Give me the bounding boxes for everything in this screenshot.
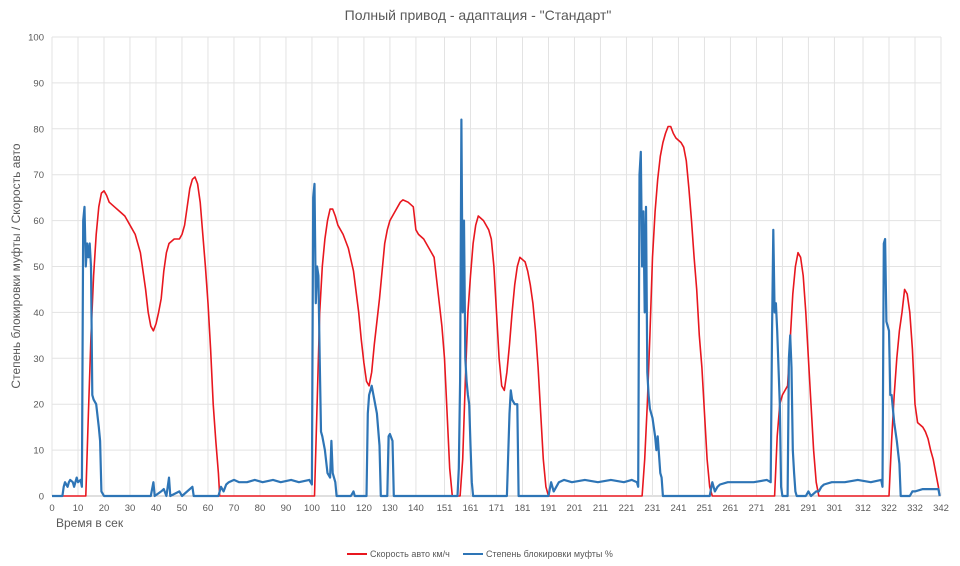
x-axis-ticks: 0 10 20 30 40 50 60 70 80 90 100 110 120 130 140 151 161… [49, 503, 949, 514]
x-tick-label: 20 [99, 503, 110, 514]
x-tick-label: 50 [177, 503, 188, 514]
y-tick-label: 90 [33, 78, 44, 89]
y-tick-label: 40 [33, 308, 44, 319]
y-tick-label: 0 [39, 492, 44, 503]
y-tick-label: 30 [33, 354, 44, 365]
x-tick-label: 332 [907, 503, 923, 514]
x-tick-label: 30 [125, 503, 136, 514]
x-tick-label: 312 [855, 503, 871, 514]
y-tick-label: 50 [33, 262, 44, 273]
x-tick-label: 301 [826, 503, 842, 514]
x-tick-label: 130 [382, 503, 398, 514]
x-tick-label: 261 [723, 503, 739, 514]
x-tick-label: 100 [304, 503, 320, 514]
x-tick-label: 201 [567, 503, 583, 514]
x-tick-label: 271 [749, 503, 765, 514]
series-line-1 [52, 118, 941, 498]
y-tick-label: 20 [33, 400, 44, 411]
x-tick-label: 90 [281, 503, 292, 514]
x-tick-label: 161 [463, 503, 479, 514]
x-tick-label: 221 [619, 503, 635, 514]
x-tick-label: 80 [255, 503, 266, 514]
x-tick-label: 181 [515, 503, 531, 514]
grid [51, 36, 942, 497]
x-tick-label: 231 [645, 503, 661, 514]
x-tick-label: 251 [697, 503, 713, 514]
x-tick-label: 110 [330, 503, 345, 514]
x-tick-label: 281 [775, 503, 791, 514]
x-tick-label: 0 [49, 503, 54, 514]
y-tick-label: 70 [33, 170, 44, 181]
chart-title: Полный привод - адаптация - "Стандарт" [345, 7, 612, 23]
x-tick-label: 60 [203, 503, 214, 514]
y-axis-label: Степень блокировки муфты / Скорость авто [9, 143, 23, 388]
x-tick-label: 342 [933, 503, 949, 514]
x-tick-label: 151 [437, 503, 453, 514]
x-tick-label: 171 [489, 503, 505, 514]
x-tick-label: 10 [73, 503, 84, 514]
legend-label-1: Степень блокировки муфты % [486, 549, 613, 559]
x-axis-label: Время в сек [56, 516, 124, 530]
x-tick-label: 140 [408, 503, 424, 514]
legend: Скорость авто км/ч Степень блокировки муф… [347, 549, 613, 559]
x-tick-label: 191 [541, 503, 557, 514]
y-tick-label: 10 [33, 446, 44, 457]
series-lines [52, 118, 941, 498]
series-line-0 [52, 125, 941, 497]
x-tick-label: 70 [229, 503, 240, 514]
y-axis-ticks: 0 10 20 30 40 50 60 70 80 90 100 [28, 33, 44, 503]
x-tick-label: 211 [593, 503, 608, 514]
x-tick-label: 241 [671, 503, 687, 514]
x-tick-label: 120 [356, 503, 372, 514]
y-tick-label: 100 [28, 33, 44, 44]
y-tick-label: 60 [33, 216, 44, 227]
legend-label-0: Скорость авто км/ч [370, 549, 450, 559]
y-tick-label: 80 [33, 124, 44, 135]
x-tick-label: 40 [151, 503, 162, 514]
x-tick-label: 322 [881, 503, 897, 514]
x-tick-label: 291 [801, 503, 817, 514]
